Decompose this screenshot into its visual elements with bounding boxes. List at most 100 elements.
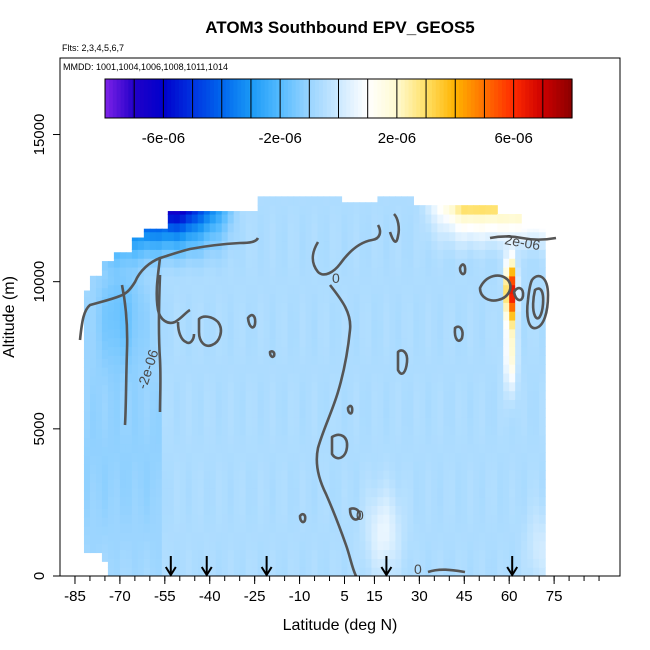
heatmap-cell [239, 211, 247, 215]
colorbar-segment [241, 79, 246, 118]
heatmap-cell [485, 417, 492, 427]
heatmap-cell [299, 196, 307, 206]
heatmap-cell [215, 337, 223, 348]
heatmap-cell [185, 531, 193, 542]
heatmap-cell [359, 231, 367, 242]
heatmap-cell [461, 399, 468, 409]
heatmap-cell [305, 408, 313, 418]
heatmap-cell [425, 319, 432, 330]
heatmap-cell [89, 349, 97, 359]
heatmap-cell [293, 372, 301, 383]
contour-lines [78, 213, 557, 576]
heatmap-cell [473, 328, 480, 339]
heatmap-cell [449, 478, 456, 489]
heatmap-cell [203, 408, 211, 418]
heatmap-cell [365, 205, 373, 215]
heatmap-cell [239, 222, 247, 233]
heatmap-cell [437, 399, 444, 409]
heatmap-cell [185, 417, 193, 427]
heatmap-cell [311, 302, 319, 312]
heatmap-cell [137, 487, 145, 498]
heatmap-cell [173, 531, 181, 542]
heatmap-cell [113, 478, 121, 489]
heatmap-cell [521, 275, 528, 286]
heatmap-cell [287, 275, 295, 286]
heatmap-cell [95, 305, 103, 315]
heatmap-cell [509, 549, 516, 559]
heatmap-cell [113, 531, 121, 542]
heatmap-cell [263, 231, 271, 242]
colorbar-segment [198, 79, 203, 118]
heatmap-cell [383, 523, 391, 533]
heatmap-cell [281, 399, 289, 409]
heatmap-cell [233, 346, 241, 356]
heatmap-cell [509, 372, 516, 383]
heatmap-cell [527, 399, 534, 409]
heatmap-cell [161, 478, 169, 489]
heatmap-cell [245, 443, 253, 453]
heatmap-cell [467, 240, 474, 250]
heatmap-cell [95, 393, 103, 403]
heatmap-cell [509, 434, 516, 445]
heatmap-cell [245, 302, 253, 312]
heatmap-cell [119, 390, 127, 401]
heatmap-cell [209, 505, 217, 515]
heatmap-cell [137, 328, 145, 339]
heatmap-cell [365, 549, 373, 559]
heatmap-cell [359, 505, 367, 515]
heatmap-cell [473, 213, 480, 224]
heatmap-cell [317, 505, 325, 515]
heatmap-cell [89, 305, 97, 315]
heatmap-cell [185, 372, 193, 383]
colorbar-segment [361, 79, 367, 118]
heatmap-cell [383, 399, 391, 409]
heatmap-cell [185, 478, 193, 489]
colorbar-segment [213, 79, 219, 118]
heatmap-cell [419, 425, 426, 436]
heatmap-cell [425, 381, 432, 392]
heatmap-cell [389, 505, 396, 515]
heatmap-cell [323, 434, 331, 445]
heatmap-cell [167, 478, 175, 489]
heatmap-cell [515, 523, 522, 533]
heatmap-cell [305, 452, 313, 462]
heatmap-cell [407, 293, 414, 303]
heatmap-cell [317, 222, 325, 233]
heatmap-cell [173, 372, 181, 383]
heatmap-cell [323, 408, 331, 418]
heatmap-cell [299, 390, 307, 401]
heatmap-cell [419, 523, 426, 533]
heatmap-cell [299, 549, 307, 559]
heatmap-cell [179, 399, 187, 409]
heatmap-cell [143, 311, 151, 321]
heatmap-cell [461, 355, 468, 365]
heatmap-cell [257, 381, 265, 392]
heatmap-cell [461, 284, 468, 295]
heatmap-cell [209, 478, 217, 489]
heatmap-cell [449, 417, 456, 427]
heatmap-cell [185, 487, 193, 498]
colorbar-segment [186, 79, 192, 118]
heatmap-cell [209, 266, 217, 277]
heatmap-cell [377, 390, 385, 401]
heatmap-cell [293, 417, 301, 427]
heatmap-cell [221, 443, 229, 453]
heatmap-cell [305, 284, 313, 295]
heatmap-cell [215, 567, 223, 576]
heatmap-cell [119, 275, 127, 286]
heatmap-cell [467, 284, 474, 295]
heatmap-cell [143, 443, 151, 453]
heatmap-cell [377, 461, 385, 471]
heatmap-cell [131, 237, 139, 242]
heatmap-cell [467, 337, 474, 348]
heatmap-cell [413, 249, 420, 259]
contour-zero-closed-e [453, 325, 464, 342]
heatmap-cell [353, 443, 361, 453]
heatmap-cell [155, 540, 163, 551]
heatmap-cell [305, 337, 313, 348]
heatmap-cell [215, 211, 223, 215]
heatmap-cell [539, 311, 546, 321]
x-tick-label: 60 [501, 588, 518, 605]
heatmap-cell [131, 549, 139, 559]
heatmap-cell [119, 531, 127, 542]
